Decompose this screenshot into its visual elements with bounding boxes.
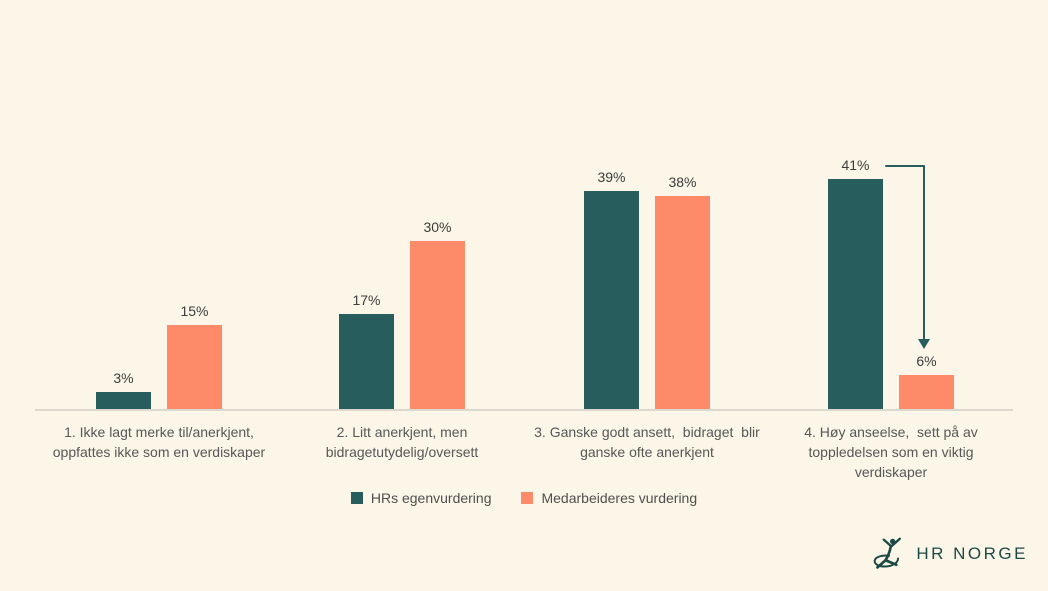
decrease-arrow-icon <box>885 165 930 349</box>
bar <box>899 375 954 409</box>
category-label: 3. Ganske godt ansett, bidraget blir gan… <box>534 424 760 460</box>
legend-label: HRs egenvurdering <box>370 490 492 506</box>
bar-column: 41% <box>828 157 883 409</box>
bar <box>167 325 222 409</box>
bar <box>96 392 151 409</box>
legend-item: Medarbeideres vurdering <box>521 490 697 506</box>
bar <box>655 196 710 409</box>
bar-pair: 41% 6% <box>761 157 1021 409</box>
bar-column: 39% <box>584 169 639 409</box>
chart-legend: HRs egenvurdering Medarbeideres vurdering <box>0 490 1048 506</box>
value-label: 15% <box>180 303 209 319</box>
category-label: 4. Høy anseelse, sett på av toppledelsen… <box>804 424 978 480</box>
value-label: 39% <box>597 169 626 185</box>
bar <box>584 191 639 409</box>
bar-pair: 3% 15% <box>29 303 289 409</box>
bar-column: 30% <box>410 219 465 409</box>
legend-label: Medarbeideres vurdering <box>541 490 698 506</box>
bar-pair: 17% 30% <box>272 219 532 409</box>
x-axis-line <box>35 409 1013 411</box>
hr-norge-figure-icon <box>874 537 902 569</box>
category-group: 3% 15% 1. Ikke lagt merke til/anerkjent, o… <box>29 0 289 591</box>
value-label: 38% <box>668 174 697 190</box>
bar-pair: 39% 38% <box>517 169 777 409</box>
category-group: 17% 30% 2. Litt anerkjent, men bidragetuty… <box>272 0 532 591</box>
bar-column: 6% <box>899 353 954 409</box>
category-group: 41% 6% 4. Høy anseelse, sett på av toppled… <box>761 0 1021 591</box>
value-label: 41% <box>841 157 870 173</box>
bar-column: 15% <box>167 303 222 409</box>
category-label: 1. Ikke lagt merke til/anerkjent, oppfat… <box>52 424 266 460</box>
legend-swatch-icon <box>521 492 534 504</box>
bar-column: 38% <box>655 174 710 409</box>
legend-item: HRs egenvurdering <box>350 490 492 506</box>
bar-column: 3% <box>96 370 151 409</box>
bar <box>828 179 883 409</box>
hr-norge-logo: HR NORGE <box>872 537 1028 571</box>
category-group: 39% 38% 3. Ganske godt ansett, bidraget bl… <box>517 0 777 591</box>
bar-column: 17% <box>339 292 394 409</box>
value-label: 3% <box>113 370 134 386</box>
category-label: 2. Litt anerkjent, men bidragetutydelig/… <box>325 424 479 460</box>
value-label: 17% <box>352 292 381 308</box>
legend-swatch-icon <box>350 492 363 504</box>
value-label: 6% <box>916 353 937 369</box>
value-label: 30% <box>423 219 452 235</box>
bar <box>339 314 394 409</box>
logo-text: HR NORGE <box>916 544 1028 563</box>
bar <box>410 241 465 409</box>
